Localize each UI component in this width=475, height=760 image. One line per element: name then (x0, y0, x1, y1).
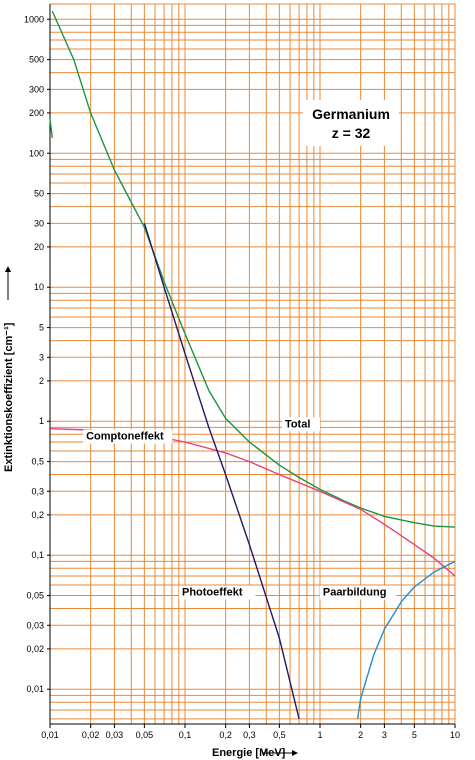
series-label-comptoneffekt: Comptoneffekt (86, 431, 164, 443)
x-axis-title: Energie [MeV] (212, 747, 286, 759)
series-line-photoeffekt (143, 223, 300, 720)
series-line-paarbildung (356, 560, 456, 720)
y-tick-label: 500 (29, 55, 44, 65)
y-tick-label: 5 (39, 323, 44, 333)
series-label-bg (83, 429, 173, 444)
series-label-bg (319, 585, 397, 600)
labels: Total Comptoneffekt Photoeffekt Paarbildung (83, 417, 397, 600)
chart-title: Germanium (312, 106, 390, 122)
y-tick-label: 20 (34, 242, 44, 252)
series-line-total (49, 119, 53, 139)
y-tick-label: 0,03 (26, 620, 44, 630)
series-label-paarbildung: Paarbildung (323, 587, 387, 599)
series-label-bg (281, 417, 320, 432)
x-tick-label: 0,3 (243, 730, 256, 740)
x-tick-label: 0,2 (219, 730, 232, 740)
y-tick-label: 30 (34, 218, 44, 228)
x-tick-label: 5 (412, 730, 417, 740)
y-tick-label: 100 (29, 148, 44, 158)
y-tick-label: 0,01 (26, 684, 44, 694)
series-label-photoeffekt: Photoeffekt (182, 587, 243, 599)
x-tick-label: 2 (358, 730, 363, 740)
series-label-bg (178, 585, 256, 600)
y-tick-label: 300 (29, 84, 44, 94)
y-axis-arrowhead (5, 266, 11, 272)
x-tick-label: 0,01 (41, 730, 59, 740)
x-tick-label: 0,1 (179, 730, 192, 740)
y-tick-label: 200 (29, 108, 44, 118)
y-tick-label: 50 (34, 189, 44, 199)
series-line-total (51, 10, 456, 528)
y-tick-label: 0,02 (26, 644, 44, 654)
y-tick-label: 3 (39, 352, 44, 362)
x-tick-label: 3 (382, 730, 387, 740)
x-tick-label: 1 (317, 730, 322, 740)
y-tick-label: 10 (34, 282, 44, 292)
x-tick-label: 10 (450, 730, 460, 740)
y-tick-label: 1 (39, 416, 44, 426)
y-tick-label: 0,1 (31, 550, 44, 560)
y-tick-label: 1000 (24, 14, 44, 24)
x-tick-label: 0,5 (273, 730, 286, 740)
y-tick-label: 0,5 (31, 457, 44, 467)
y-tick-label: 0,2 (31, 510, 44, 520)
title-box (303, 100, 399, 146)
y-tick-label: 2 (39, 376, 44, 386)
x-axis-arrowhead (292, 750, 298, 756)
x-tick-label: 0,03 (106, 730, 124, 740)
series-label-total: Total (285, 418, 310, 430)
x-tick-label: 0,02 (82, 730, 100, 740)
y-axis-title: Extinktionskoeffizient [cm⁻¹] (3, 322, 15, 472)
y-tick-label: 0,05 (26, 591, 44, 601)
chart-subtitle: z = 32 (332, 125, 371, 141)
x-tick-label: 0,05 (136, 730, 154, 740)
y-tick-label: 0,3 (31, 486, 44, 496)
